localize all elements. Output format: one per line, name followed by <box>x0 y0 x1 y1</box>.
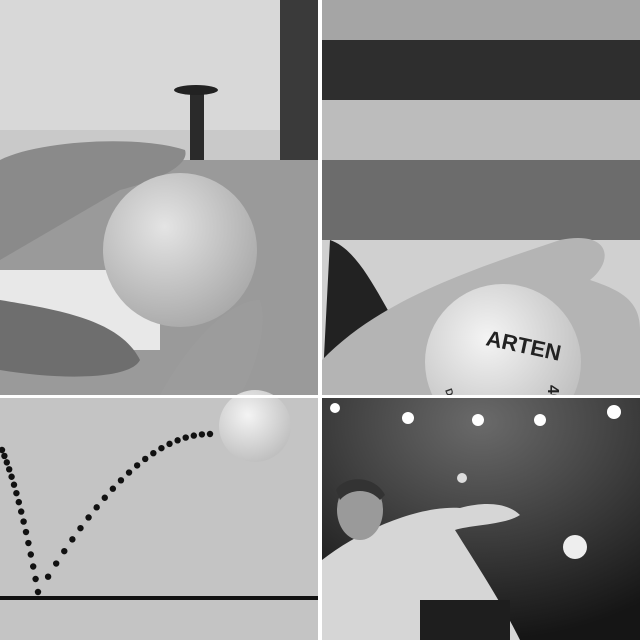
trajectory-dot <box>20 518 27 525</box>
divider <box>318 0 322 640</box>
trajectory-dot <box>0 446 6 454</box>
photo-palm-ball: ARTEN 40 DECATHLON <box>322 0 640 403</box>
trajectory-dot <box>182 434 189 441</box>
trajectory-dot <box>142 455 149 463</box>
trajectory-dot <box>117 477 125 484</box>
trajectory-dot <box>32 575 39 583</box>
trajectory-dot <box>69 536 76 543</box>
trajectory-dot <box>44 573 52 580</box>
trajectory-dot <box>15 498 22 506</box>
trajectory-dot <box>166 440 173 448</box>
trajectory-dot <box>27 551 34 558</box>
trajectory-dot <box>77 524 84 532</box>
trajectory-dot <box>61 547 68 555</box>
trajectory-dot <box>85 514 92 521</box>
trajectory-dot <box>25 539 32 547</box>
photo-hand-ball <box>0 0 318 395</box>
divider <box>0 395 640 398</box>
trajectory-dot <box>125 469 133 476</box>
trajectory-dot <box>3 459 10 466</box>
trajectory-dot <box>22 528 30 536</box>
trajectory-dot <box>8 473 15 480</box>
trajectory-dot <box>18 508 25 515</box>
trajectory-dot <box>206 430 214 438</box>
trajectory-dot <box>158 444 165 452</box>
trajectory-dot <box>174 437 181 444</box>
trajectory-dot <box>109 485 117 492</box>
trajectory-dot <box>52 560 60 567</box>
trajectory-dot <box>198 431 206 438</box>
trajectory-dot <box>150 449 157 457</box>
trajectory-dot <box>30 563 37 570</box>
ball-size: 40 <box>544 385 561 403</box>
trajectory-dot <box>133 462 141 469</box>
trajectory-dot <box>13 489 20 497</box>
trajectory-dot <box>101 494 108 501</box>
trajectory-dot <box>190 432 198 439</box>
trajectory-dot <box>6 466 13 473</box>
photo-player <box>322 398 640 640</box>
trajectory-dot <box>10 481 18 488</box>
trajectory-dot <box>34 588 42 596</box>
trajectory-dot <box>1 452 8 460</box>
photo-bounce-trajectory <box>0 390 318 640</box>
trajectory-dot <box>93 504 100 511</box>
